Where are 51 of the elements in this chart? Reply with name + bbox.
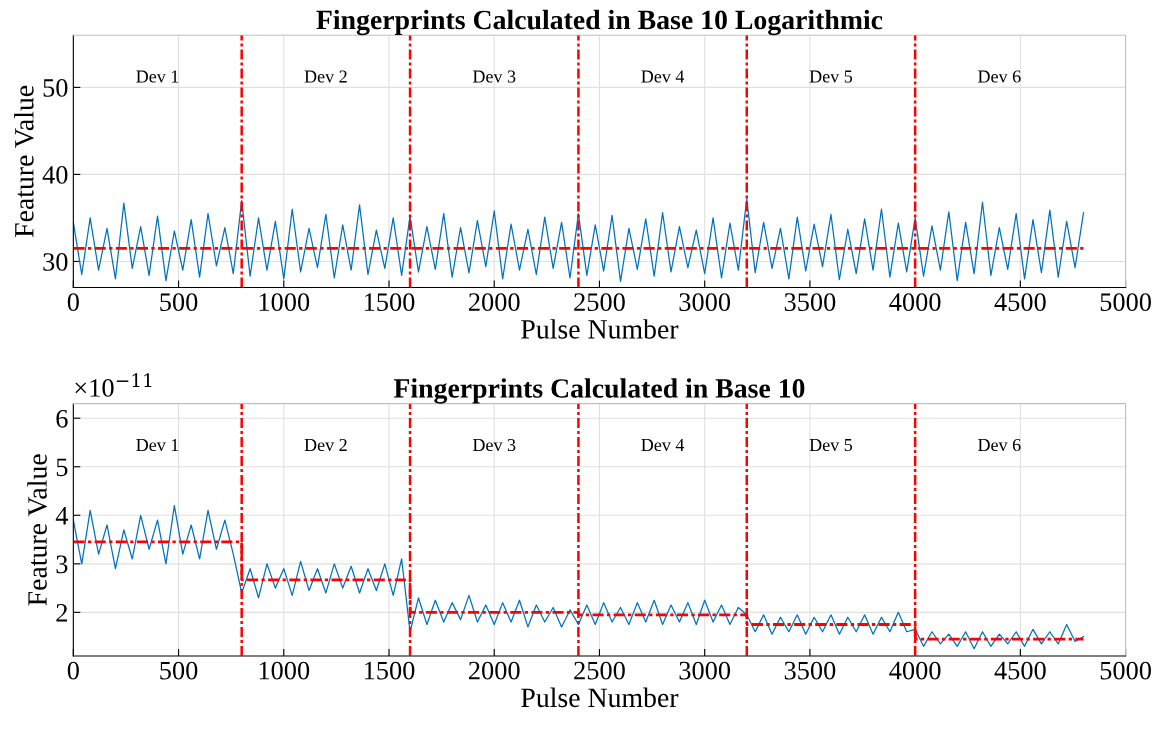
text: ×10$^{−11}$ [75, 373, 152, 397]
x-tick-label: 4500 [994, 293, 1046, 311]
x-tick-label: 4000 [889, 661, 941, 680]
y-tick-label: 50 [43, 79, 68, 97]
chart-title: Fingerprints Calculated in Base 10 Logarithmic [316, 9, 883, 36]
y-tick-label: 2 [56, 604, 68, 622]
x-tick-label: 2000 [469, 293, 520, 311]
y-tick-label: 3 [56, 555, 68, 574]
x-tick-label: 0 [67, 293, 79, 311]
x-tick-label: 1000 [259, 293, 310, 311]
y-tick-label: 30 [43, 253, 68, 271]
annotation: Dev 4 [641, 439, 685, 452]
x-tick-label: 500 [160, 293, 198, 311]
x-tick-label: 3000 [679, 661, 731, 680]
annotation: Dev 1 [136, 70, 179, 83]
x-tick-label: 1000 [259, 661, 310, 680]
annotation: Dev 5 [809, 70, 853, 83]
x-tick-label: 3500 [784, 293, 836, 311]
x-tick-label: 3500 [784, 661, 836, 680]
x-tick-label: 5000 [1100, 293, 1151, 311]
y-tick-label: 6 [56, 409, 68, 428]
annotation: Dev 6 [978, 438, 1021, 452]
annotation: Dev 4 [641, 70, 685, 83]
x-tick-label: 4000 [889, 293, 941, 311]
x-axis-title: Pulse Number [521, 319, 679, 339]
annotation: Dev 1 [136, 438, 179, 452]
y-tick-label: 5 [56, 458, 68, 477]
x-tick-label: 1500 [364, 661, 415, 680]
y-tick-label: 40 [42, 166, 68, 184]
annotation: Dev 2 [304, 438, 347, 452]
x-tick-label: 500 [160, 661, 198, 680]
x-tick-label: 5000 [1100, 661, 1151, 680]
line-series [73, 198, 1085, 283]
x-tick-label: 4500 [994, 661, 1046, 680]
annotation: Dev 5 [809, 439, 853, 452]
y-axis-title: Feature Value [27, 454, 47, 606]
x-axis-title: Pulse Number [521, 687, 679, 708]
annotation: Dev 3 [472, 70, 516, 83]
y-axis-title: Feature Value [14, 85, 34, 238]
x-tick-label: 2500 [574, 661, 625, 680]
y-tick-label: 4 [55, 507, 69, 525]
x-tick-label: 0 [67, 661, 79, 680]
x-tick-label: 3000 [679, 293, 731, 311]
annotation: Dev 6 [978, 70, 1021, 83]
chart-title: Fingerprints Calculated in Base 10 [393, 378, 805, 404]
annotation: Dev 3 [472, 438, 516, 452]
annotation: Dev 2 [304, 70, 347, 83]
line-series [73, 504, 1085, 650]
x-tick-label: 1500 [364, 293, 415, 311]
x-tick-label: 2000 [469, 661, 520, 680]
x-tick-label: 2500 [574, 293, 625, 311]
